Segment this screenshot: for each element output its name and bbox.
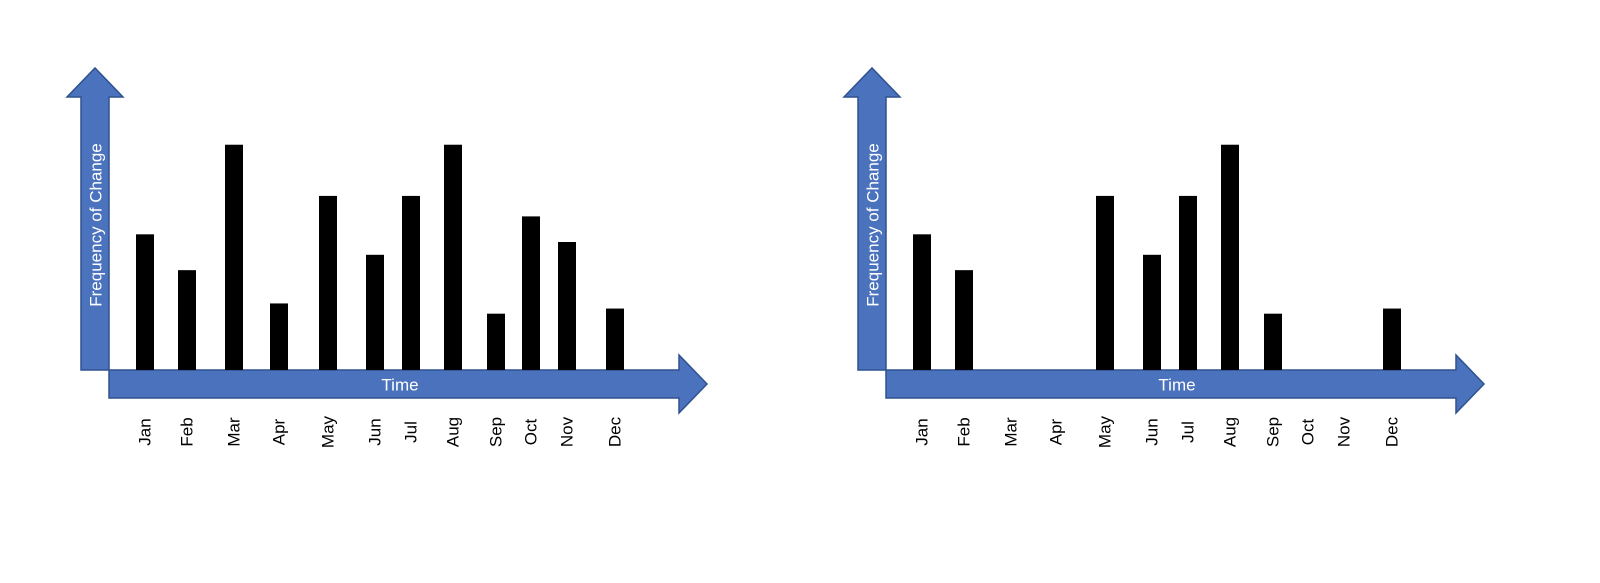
x-axis-label: Time <box>1158 376 1195 395</box>
tick-label-aug: Aug <box>444 417 463 447</box>
tick-label-apr: Apr <box>270 418 289 445</box>
tick-label-sep: Sep <box>487 417 506 447</box>
bar-may <box>1096 195 1114 370</box>
bar-feb <box>955 270 973 370</box>
y-axis-arrow <box>842 66 902 371</box>
bar-jul <box>1179 195 1197 370</box>
bar-sep <box>1264 313 1282 370</box>
chart-panel-1: Frequency of Change Time Jan Feb Mar Apr May Ju… <box>65 66 709 448</box>
x-axis-arrow <box>108 353 709 415</box>
tick-label-apr: Apr <box>1047 418 1066 445</box>
bar-jan <box>913 234 931 370</box>
tick-label-feb: Feb <box>955 417 974 446</box>
bar-sep <box>487 313 505 370</box>
tick-label-dec: Dec <box>1383 416 1402 447</box>
bar-dec <box>606 308 624 370</box>
tick-label-mar: Mar <box>225 417 244 447</box>
tick-label-oct: Oct <box>522 419 541 446</box>
tick-label-oct: Oct <box>1299 419 1318 446</box>
bar-jun <box>366 254 384 370</box>
bar-aug <box>444 144 462 370</box>
chart-panel-2: Frequency of Change Time Jan Feb Mar Apr May Ju… <box>842 66 1486 448</box>
tick-label-dec: Dec <box>606 416 625 447</box>
tick-label-nov: Nov <box>1335 416 1354 447</box>
tick-label-nov: Nov <box>558 416 577 447</box>
tick-label-jun: Jun <box>1143 418 1162 445</box>
tick-label-may: May <box>319 415 338 448</box>
bar-apr <box>270 303 288 370</box>
bar-jul <box>402 195 420 370</box>
y-axis-label: Frequency of Change <box>864 143 883 307</box>
bar-jun <box>1143 254 1161 370</box>
tick-label-aug: Aug <box>1221 417 1240 447</box>
bar-feb <box>178 270 196 370</box>
tick-label-jun: Jun <box>366 418 385 445</box>
tick-label-jan: Jan <box>136 418 155 445</box>
x-axis-label: Time <box>381 376 418 395</box>
tick-label-sep: Sep <box>1264 417 1283 447</box>
y-axis-label: Frequency of Change <box>87 143 106 307</box>
y-axis-arrow <box>65 66 125 371</box>
bar-jan <box>136 234 154 370</box>
x-axis-arrow <box>885 353 1486 415</box>
bar-dec <box>1383 308 1401 370</box>
tick-label-feb: Feb <box>178 417 197 446</box>
tick-label-jul: Jul <box>1179 421 1198 443</box>
tick-label-mar: Mar <box>1002 417 1021 447</box>
tick-label-may: May <box>1096 415 1115 448</box>
bar-mar <box>225 144 243 370</box>
bar-aug <box>1221 144 1239 370</box>
bar-nov <box>558 242 576 370</box>
tick-label-jan: Jan <box>913 418 932 445</box>
tick-label-jul: Jul <box>402 421 421 443</box>
bar-oct <box>522 216 540 370</box>
bar-may <box>319 195 337 370</box>
